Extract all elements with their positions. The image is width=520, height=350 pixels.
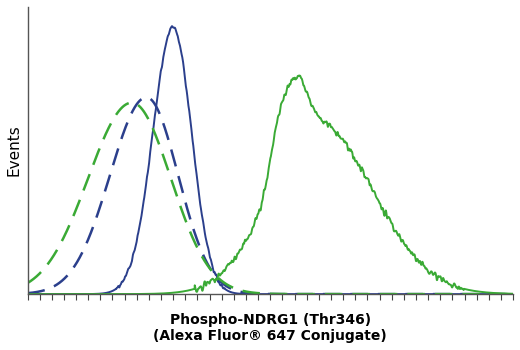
X-axis label: Phospho-NDRG1 (Thr346)
(Alexa Fluor® 647 Conjugate): Phospho-NDRG1 (Thr346) (Alexa Fluor® 647… — [153, 313, 387, 343]
Y-axis label: Events: Events — [7, 125, 22, 176]
